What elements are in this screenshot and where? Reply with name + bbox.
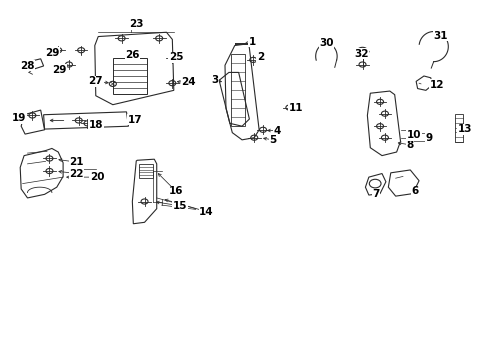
- Text: 7: 7: [372, 189, 379, 199]
- Text: 10: 10: [406, 130, 421, 140]
- Text: 19: 19: [12, 113, 26, 123]
- Text: 3: 3: [211, 75, 219, 85]
- Text: 20: 20: [90, 172, 104, 182]
- Text: 24: 24: [181, 77, 195, 87]
- Text: 27: 27: [88, 76, 103, 86]
- Text: 22: 22: [69, 168, 83, 179]
- Text: 16: 16: [169, 186, 183, 197]
- Text: 30: 30: [319, 38, 333, 48]
- Text: 23: 23: [129, 19, 143, 29]
- Text: 15: 15: [173, 201, 187, 211]
- Text: 17: 17: [127, 115, 142, 125]
- Text: 21: 21: [69, 157, 83, 167]
- Text: 2: 2: [256, 51, 264, 62]
- Text: 26: 26: [125, 50, 139, 60]
- Text: 18: 18: [88, 121, 103, 130]
- Bar: [113, 58, 147, 94]
- Text: 25: 25: [169, 52, 183, 62]
- Text: 28: 28: [20, 61, 35, 71]
- Text: 29: 29: [44, 48, 59, 58]
- Text: 5: 5: [268, 135, 276, 145]
- Text: 13: 13: [457, 124, 471, 134]
- Text: 6: 6: [411, 186, 418, 197]
- Text: 9: 9: [425, 133, 431, 143]
- Text: 8: 8: [406, 140, 413, 150]
- Text: 4: 4: [273, 126, 281, 135]
- Text: 11: 11: [288, 103, 303, 113]
- Text: 31: 31: [432, 31, 447, 41]
- Text: 32: 32: [353, 49, 368, 59]
- Text: 14: 14: [199, 207, 213, 217]
- Text: 1: 1: [248, 37, 255, 47]
- Text: 29: 29: [52, 64, 66, 75]
- Bar: [230, 54, 245, 126]
- Text: 12: 12: [429, 80, 444, 90]
- Bar: [454, 114, 462, 142]
- Bar: [139, 164, 153, 178]
